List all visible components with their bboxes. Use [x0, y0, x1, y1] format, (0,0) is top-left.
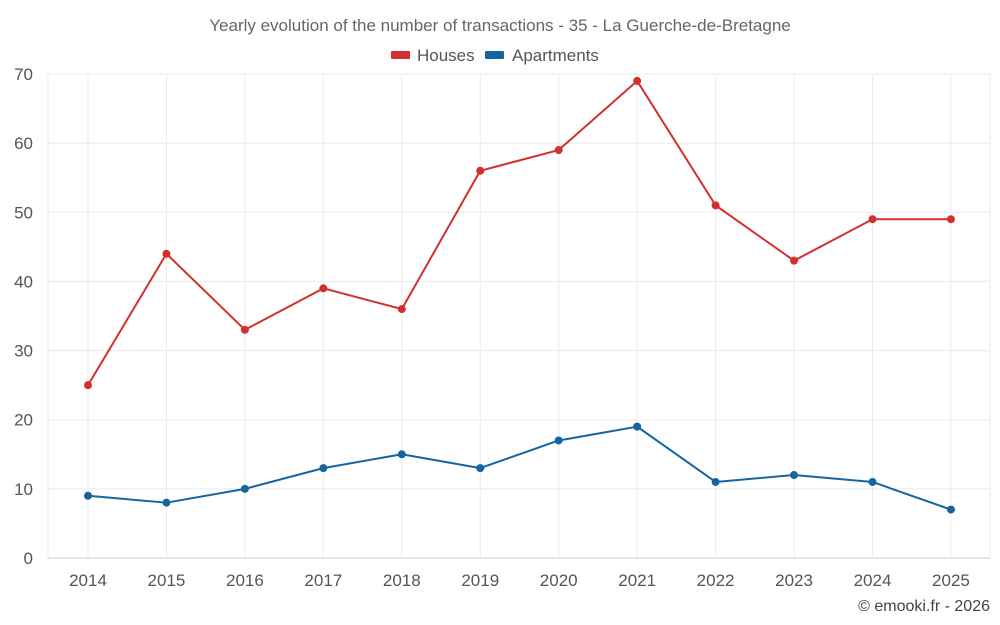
- legend-swatch-houses: [391, 51, 410, 59]
- x-tick-label: 2014: [69, 571, 107, 590]
- legend-label-houses: Houses: [417, 46, 475, 65]
- y-tick-label: 20: [14, 411, 33, 430]
- data-point-houses[interactable]: [240, 325, 249, 334]
- x-tick-label: 2017: [304, 571, 342, 590]
- y-tick-label: 40: [14, 272, 33, 291]
- legend-item-houses[interactable]: Houses: [391, 46, 475, 65]
- x-tick-label: 2022: [697, 571, 735, 590]
- y-tick-label: 70: [14, 65, 33, 84]
- data-point-houses[interactable]: [84, 381, 92, 390]
- data-point-apartments[interactable]: [790, 471, 799, 480]
- data-point-houses[interactable]: [554, 146, 563, 155]
- data-point-houses[interactable]: [946, 215, 955, 224]
- data-point-houses[interactable]: [476, 166, 485, 175]
- data-point-apartments[interactable]: [397, 450, 406, 459]
- data-point-apartments[interactable]: [868, 477, 877, 486]
- data-point-houses[interactable]: [868, 215, 877, 224]
- legend: Houses Apartments: [391, 46, 599, 65]
- chart-title: Yearly evolution of the number of transa…: [209, 16, 791, 35]
- series-line-houses: [87, 79, 952, 387]
- x-tick-label: 2023: [775, 571, 813, 590]
- data-point-houses[interactable]: [711, 201, 720, 210]
- data-point-houses[interactable]: [633, 76, 642, 85]
- data-point-apartments[interactable]: [319, 464, 328, 473]
- grid: [47, 73, 991, 558]
- data-point-apartments[interactable]: [711, 477, 720, 486]
- x-tick-label: 2021: [618, 571, 656, 590]
- axes: 0 10 20 30 40 50 60 70 2014 2015 2016 2017 2018 2019 2…: [14, 65, 990, 590]
- x-tick-label: 2018: [383, 571, 421, 590]
- data-point-apartments[interactable]: [476, 464, 485, 473]
- y-tick-label: 30: [14, 342, 33, 361]
- data-point-houses[interactable]: [790, 256, 799, 265]
- x-tick-label: 2016: [226, 571, 264, 590]
- y-tick-label: 50: [14, 203, 33, 222]
- data-point-houses[interactable]: [319, 284, 328, 293]
- x-tick-label: 2019: [461, 571, 499, 590]
- data-point-houses[interactable]: [397, 305, 406, 314]
- data-point-apartments[interactable]: [162, 498, 171, 507]
- y-tick-label: 10: [14, 480, 33, 499]
- x-tick-label: 2015: [148, 571, 186, 590]
- data-point-houses[interactable]: [162, 249, 171, 258]
- data-point-apartments[interactable]: [554, 436, 563, 445]
- data-point-apartments[interactable]: [240, 484, 249, 493]
- y-tick-label: 0: [24, 549, 33, 568]
- x-tick-label: 2025: [932, 571, 970, 590]
- legend-label-apartments: Apartments: [512, 46, 599, 65]
- legend-item-apartments[interactable]: Apartments: [485, 46, 599, 65]
- x-tick-label: 2020: [540, 571, 578, 590]
- data-point-apartments[interactable]: [633, 422, 642, 431]
- series-line-apartments: [87, 425, 952, 511]
- credit-text: © emooki.fr - 2026: [858, 598, 990, 615]
- x-tick-label: 2024: [854, 571, 892, 590]
- data-point-apartments[interactable]: [946, 505, 955, 514]
- data-point-apartments[interactable]: [84, 491, 92, 500]
- legend-swatch-apartments: [485, 51, 504, 59]
- series: [84, 76, 955, 514]
- y-tick-label: 60: [14, 134, 33, 153]
